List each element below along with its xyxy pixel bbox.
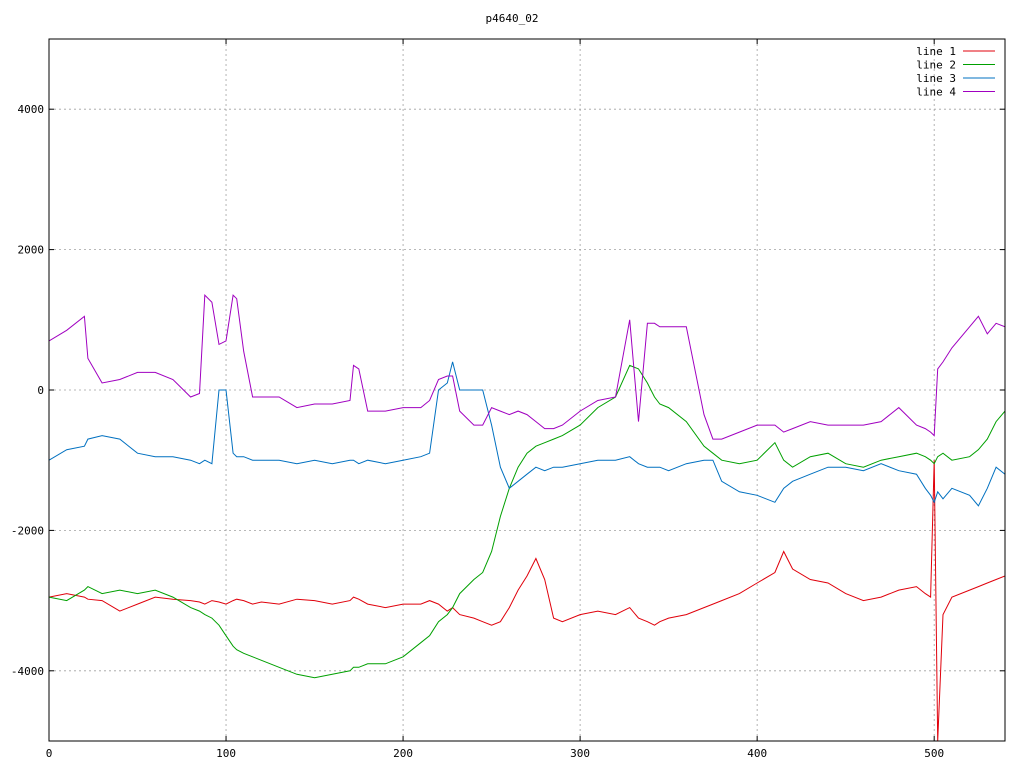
- y-tick-label: 4000: [18, 103, 45, 116]
- x-tick-label: 0: [46, 747, 53, 760]
- series-line-4: [49, 294, 1005, 440]
- series-line-1: [49, 460, 1005, 741]
- grid: [48, 39, 1005, 741]
- x-tick-label: 500: [924, 747, 944, 760]
- series-line-3: [49, 361, 1005, 507]
- legend-label: line 3: [916, 72, 956, 85]
- y-tick-label: 0: [37, 384, 44, 397]
- legend-label: line 4: [916, 86, 956, 99]
- x-tick-label: 100: [216, 747, 236, 760]
- plot-border: [48, 38, 1006, 742]
- chart-title: p4640_02: [486, 12, 539, 25]
- x-tick-label: 400: [747, 747, 767, 760]
- legend-label: line 2: [916, 59, 956, 72]
- x-tick-label: 200: [393, 747, 413, 760]
- y-tick-label: -4000: [11, 665, 44, 678]
- x-tick-label: 300: [570, 747, 590, 760]
- y-tick-label: -2000: [11, 524, 44, 537]
- y-tick-label: 2000: [18, 244, 45, 257]
- legend-label: line 1: [916, 45, 956, 58]
- series-layer: [49, 294, 1005, 741]
- ticks: -4000 -2000 0 2000 4000 0 100 200 300 400 500: [11, 39, 1005, 760]
- series-line-2: [49, 364, 1005, 679]
